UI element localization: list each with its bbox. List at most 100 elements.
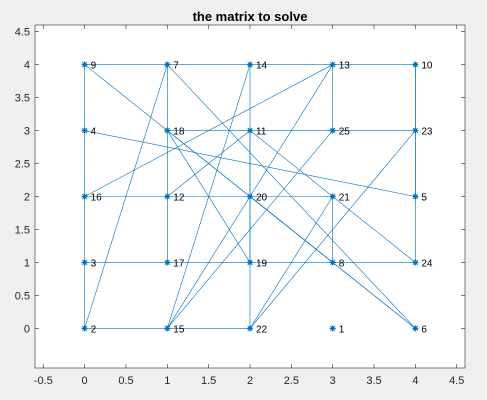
node-label: 23: [421, 127, 433, 138]
node-20: 20: [247, 193, 268, 204]
node-label: 12: [173, 193, 185, 204]
node-label: 16: [91, 193, 103, 204]
node-marker: [164, 61, 170, 68]
node-marker: [81, 193, 88, 200]
y-tick-label: 2: [24, 192, 30, 204]
node-label: 25: [339, 127, 351, 138]
node-marker: [81, 127, 88, 134]
x-tick-label: 2.5: [284, 375, 299, 387]
node-marker: [330, 325, 336, 332]
node-4: 4: [81, 127, 97, 138]
node-label: 2: [91, 324, 97, 335]
y-tick-label: 4: [24, 60, 30, 72]
node-label: 1: [339, 324, 345, 335]
x-tick-label: -0.5: [34, 375, 53, 387]
node-label: 3: [91, 258, 97, 269]
node-label: 4: [91, 127, 97, 138]
x-tick-label: 1.5: [201, 375, 216, 387]
edge-23-22: [249, 130, 416, 329]
node-label: 21: [339, 193, 351, 204]
node-label: 17: [173, 258, 185, 269]
node-marker: [412, 325, 419, 332]
y-tick-label: 0.5: [15, 290, 30, 302]
chart-title: the matrix to solve: [193, 9, 308, 24]
node-16: 16: [81, 193, 103, 204]
node-marker: [164, 259, 170, 266]
x-tick-label: 4.5: [449, 375, 464, 387]
node-23: 23: [412, 127, 433, 138]
y-tick-label: 3.5: [15, 93, 30, 105]
node-marker: [81, 61, 88, 68]
node-marker: [330, 127, 336, 134]
node-11: 11: [247, 127, 267, 138]
node-21: 21: [329, 193, 351, 204]
node-7: 7: [164, 61, 179, 72]
node-marker: [412, 193, 419, 200]
node-marker: [247, 259, 253, 266]
edge-12-11: [167, 130, 251, 197]
y-axis: 0 0.5 1 1.5 2 2.5 3 3.5 4 4.5: [15, 27, 465, 335]
node-label: 8: [339, 258, 345, 269]
node-6: 6: [412, 324, 427, 335]
node-8: 8: [329, 258, 345, 269]
node-marker: [81, 325, 88, 332]
edge-14-15: [167, 64, 251, 329]
node-9: 9: [81, 61, 97, 72]
node-14: 14: [247, 61, 268, 72]
node-marker: [330, 259, 336, 266]
node-marker: [330, 61, 336, 68]
node-label: 15: [173, 324, 185, 335]
node-19: 19: [247, 258, 268, 269]
node-label: 19: [256, 258, 268, 269]
node-marker: [412, 259, 419, 266]
node-1: 1: [329, 324, 345, 335]
node-marker: [247, 61, 253, 68]
node-marker: [247, 325, 253, 332]
node-label: 6: [421, 324, 427, 335]
node-label: 7: [173, 61, 179, 72]
node-label: 14: [256, 61, 268, 72]
edge-16-13: [84, 64, 333, 197]
node-label: 24: [421, 258, 433, 269]
node-label: 13: [339, 61, 351, 72]
node-label: 20: [256, 193, 268, 204]
node-25: 25: [329, 127, 351, 138]
node-marker: [412, 61, 419, 68]
x-tick-label: 1: [164, 375, 170, 387]
edge-2-7: [84, 64, 168, 329]
y-tick-label: 2.5: [15, 159, 30, 171]
y-tick-label: 0: [24, 323, 30, 335]
node-label: 9: [91, 61, 97, 72]
node-13: 13: [329, 61, 351, 72]
node-marker: [164, 193, 170, 200]
y-tick-label: 4.5: [15, 27, 30, 39]
node-label: 10: [421, 61, 433, 72]
node-label: 18: [173, 127, 185, 138]
x-axis: -0.5 0 0.5 1 1.5 2 2.5 3 3.5 4 4.5: [34, 25, 464, 387]
node-label: 22: [256, 324, 268, 335]
x-tick-label: 0.5: [118, 375, 133, 387]
node-24: 24: [412, 258, 433, 269]
node-label: 5: [421, 193, 427, 204]
node-marker: [330, 193, 336, 200]
node-label: 11: [256, 127, 267, 138]
x-tick-label: 0: [82, 375, 88, 387]
x-tick-label: 4: [412, 375, 418, 387]
node-22: 22: [247, 324, 268, 335]
node-marker: [164, 325, 170, 332]
node-3: 3: [81, 258, 97, 269]
node-marker: [164, 127, 170, 134]
node-marker: [81, 259, 88, 266]
node-10: 10: [412, 61, 433, 72]
y-tick-label: 3: [24, 126, 30, 138]
x-tick-label: 2: [247, 375, 253, 387]
y-tick-label: 1.5: [15, 224, 30, 236]
y-tick-label: 1: [24, 257, 30, 269]
x-tick-label: 3: [330, 375, 336, 387]
node-marker: [412, 127, 419, 134]
node-5: 5: [412, 193, 427, 204]
edge-7-6: [167, 64, 416, 329]
node-12: 12: [164, 193, 185, 204]
